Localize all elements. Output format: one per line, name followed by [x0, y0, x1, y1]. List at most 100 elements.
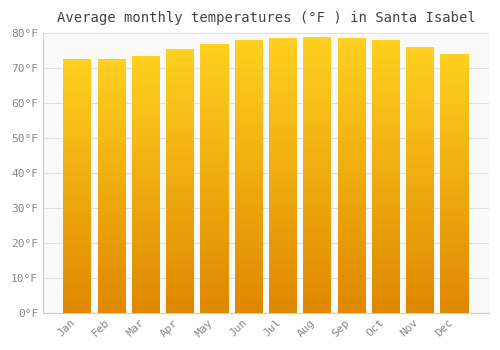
Bar: [132, 133, 160, 136]
Bar: [132, 306, 160, 309]
Bar: [200, 74, 228, 77]
Bar: [440, 309, 468, 313]
Bar: [304, 268, 332, 271]
Bar: [98, 63, 126, 66]
Bar: [98, 82, 126, 85]
Bar: [166, 201, 194, 204]
Bar: [98, 75, 126, 78]
Bar: [63, 78, 92, 82]
Bar: [406, 246, 434, 250]
Bar: [166, 303, 194, 306]
Bar: [372, 194, 400, 197]
Bar: [63, 202, 92, 205]
Bar: [234, 125, 263, 129]
Bar: [166, 102, 194, 105]
Bar: [200, 299, 228, 302]
Bar: [63, 215, 92, 218]
Bar: [166, 237, 194, 240]
Bar: [406, 216, 434, 220]
Bar: [269, 159, 297, 162]
Bar: [132, 114, 160, 117]
Bar: [406, 113, 434, 117]
Bar: [372, 234, 400, 238]
Bar: [63, 300, 92, 303]
Bar: [166, 115, 194, 118]
Bar: [372, 159, 400, 163]
Bar: [440, 290, 468, 293]
Bar: [132, 194, 160, 197]
Bar: [98, 129, 126, 132]
Bar: [63, 104, 92, 107]
Bar: [200, 134, 228, 138]
Bar: [440, 300, 468, 303]
Bar: [234, 108, 263, 112]
Bar: [132, 293, 160, 296]
Bar: [372, 142, 400, 146]
Bar: [440, 116, 468, 119]
Bar: [132, 152, 160, 155]
Bar: [200, 208, 228, 212]
Bar: [304, 299, 332, 302]
Bar: [166, 260, 194, 263]
Bar: [132, 191, 160, 194]
Bar: [406, 220, 434, 223]
Bar: [98, 233, 126, 237]
Bar: [200, 232, 228, 235]
Bar: [234, 279, 263, 282]
Bar: [132, 245, 160, 248]
Bar: [372, 183, 400, 187]
Bar: [269, 121, 297, 124]
Bar: [166, 161, 194, 164]
Bar: [63, 161, 92, 164]
Bar: [304, 54, 332, 57]
Bar: [63, 287, 92, 290]
Bar: [304, 192, 332, 195]
Bar: [440, 103, 468, 106]
Bar: [63, 66, 92, 69]
Bar: [234, 156, 263, 159]
Bar: [304, 44, 332, 47]
Bar: [63, 252, 92, 256]
Bar: [372, 272, 400, 275]
Bar: [304, 92, 332, 95]
Bar: [98, 256, 126, 259]
Bar: [406, 196, 434, 200]
Bar: [132, 184, 160, 188]
Bar: [234, 234, 263, 238]
Bar: [338, 56, 365, 59]
Bar: [98, 287, 126, 290]
Bar: [132, 85, 160, 88]
Bar: [98, 88, 126, 91]
Bar: [234, 170, 263, 173]
Bar: [132, 155, 160, 159]
Bar: [200, 88, 228, 91]
Bar: [200, 141, 228, 145]
Bar: [98, 97, 126, 100]
Bar: [406, 206, 434, 210]
Bar: [338, 275, 365, 278]
Bar: [304, 116, 332, 119]
Bar: [234, 47, 263, 50]
Bar: [166, 266, 194, 270]
Bar: [132, 261, 160, 265]
Bar: [372, 224, 400, 228]
Bar: [338, 193, 365, 196]
Bar: [63, 120, 92, 123]
Bar: [63, 186, 92, 189]
Bar: [132, 204, 160, 207]
Bar: [304, 68, 332, 71]
Bar: [372, 132, 400, 135]
Bar: [269, 97, 297, 100]
Bar: [132, 213, 160, 216]
Bar: [372, 204, 400, 207]
Bar: [304, 275, 332, 278]
Bar: [372, 296, 400, 299]
Bar: [338, 66, 365, 69]
Bar: [98, 117, 126, 120]
Bar: [440, 128, 468, 132]
Bar: [440, 112, 468, 116]
Bar: [200, 94, 228, 98]
Bar: [200, 235, 228, 239]
Bar: [304, 119, 332, 123]
Bar: [406, 233, 434, 236]
